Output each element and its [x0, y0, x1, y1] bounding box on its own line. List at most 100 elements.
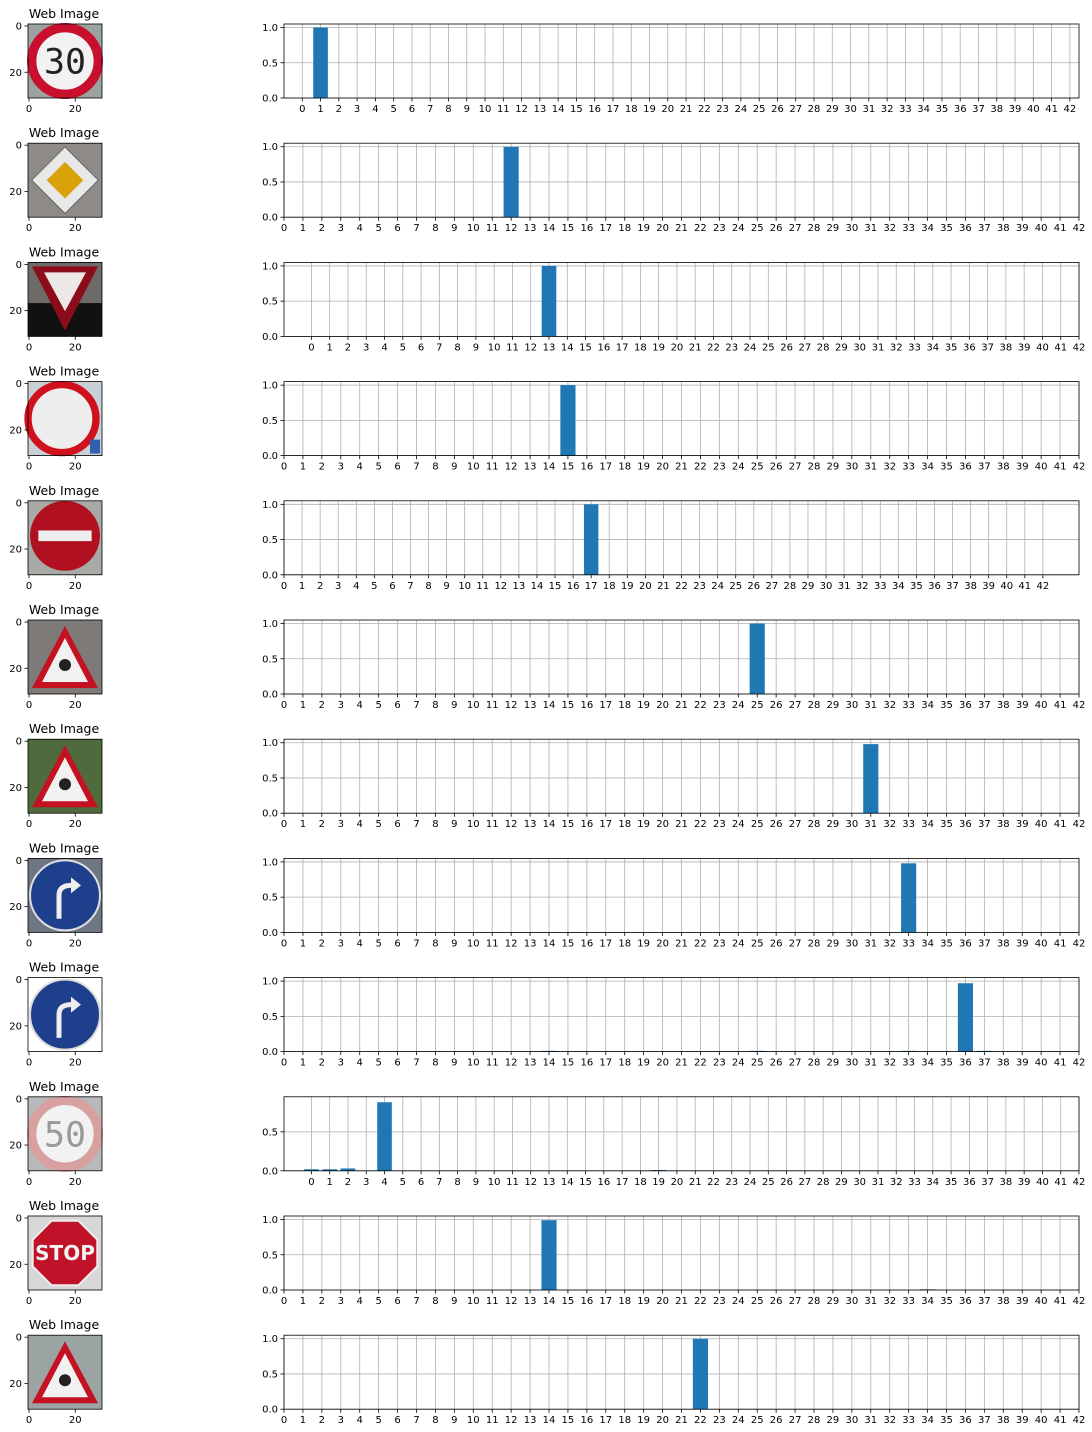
xtick-label: 26	[770, 1058, 783, 1069]
xtick-label: 12	[515, 104, 528, 115]
xtick-label: 24	[732, 1296, 745, 1307]
xtick-label: 25	[729, 581, 742, 592]
sign-ring	[27, 1095, 103, 1172]
xtick-label: 2	[319, 938, 325, 949]
xtick-label: 39	[1016, 938, 1029, 949]
xtick-label: 2	[319, 462, 325, 473]
xtick-label: 23	[725, 1177, 738, 1188]
xtick-label: 28	[808, 223, 821, 234]
xtick-label: 38	[1000, 1177, 1013, 1188]
xtick-label: 27	[789, 819, 802, 830]
xtick-label: 5	[371, 581, 377, 592]
xtick-label: 11	[486, 1415, 499, 1426]
xtick-label: 17	[585, 581, 598, 592]
xtick-label: 25	[762, 342, 775, 353]
xtick-label: 17	[616, 342, 629, 353]
xtick-label: 39	[1016, 462, 1029, 473]
xtick-label: 26	[770, 938, 783, 949]
ytick-label: 1.0	[262, 261, 278, 272]
xtick-label: 8	[432, 1415, 438, 1426]
xtick-label: 38	[997, 1415, 1010, 1426]
image-frame	[27, 23, 103, 99]
xtick-label: 0	[281, 462, 287, 473]
ytick-label: 1.0	[262, 1215, 278, 1226]
xtick-label: 10	[479, 104, 492, 115]
xtick-label: 29	[802, 581, 815, 592]
xtick-label: 42	[1073, 223, 1086, 234]
xtick-label: 9	[451, 1058, 457, 1069]
image-ytick-label: 0	[16, 1333, 22, 1344]
web-image-panel: Web Image STOP 0 20 0 20	[9, 1198, 103, 1307]
ytick-label: 0.0	[262, 1405, 278, 1416]
xtick-label: 30	[845, 1415, 858, 1426]
xtick-label: 33	[902, 1415, 915, 1426]
xtick-label: 0	[281, 700, 287, 711]
xtick-label: 7	[413, 819, 419, 830]
xtick-label: 26	[770, 1296, 783, 1307]
xtick-label: 28	[808, 938, 821, 949]
xtick-label: 4	[357, 1296, 363, 1307]
xtick-label: 38	[997, 938, 1010, 949]
xtick-label: 11	[506, 342, 519, 353]
xtick-label: 23	[713, 223, 726, 234]
web-image-panel: Web Image 0 20 0 20	[9, 364, 103, 473]
sign-number: 30	[44, 43, 86, 83]
xtick-label: 28	[808, 462, 821, 473]
xtick-label: 8	[432, 1296, 438, 1307]
xtick-label: 19	[637, 819, 650, 830]
xtick-label: 22	[694, 1296, 707, 1307]
web-image-title: Web Image	[29, 6, 100, 21]
xtick-label: 35	[940, 938, 953, 949]
xtick-label: 10	[488, 1177, 501, 1188]
xtick-label: 11	[506, 1177, 519, 1188]
xtick-label: 39	[1016, 1296, 1029, 1307]
image-ytick-label: 20	[9, 306, 22, 317]
xtick-label: 42	[1073, 938, 1086, 949]
image-xtick-label: 20	[69, 1296, 82, 1307]
xtick-label: 38	[997, 223, 1010, 234]
xtick-label: 4	[357, 938, 363, 949]
xtick-label: 7	[427, 104, 433, 115]
xtick-label: 31	[838, 581, 851, 592]
prediction-bar-chart: 0 1 2 3 4 5 6 7 8 9 10 11 12 13 14 15 16 17 18 19 20 21 22 23 24…	[262, 500, 1080, 592]
xtick-label: 18	[618, 938, 631, 949]
web-image-title: Web Image	[29, 1198, 100, 1213]
bar-class-22	[692, 1338, 708, 1410]
xtick-label: 0	[281, 223, 287, 234]
xtick-label: 37	[978, 462, 991, 473]
xtick-label: 13	[543, 1177, 556, 1188]
xtick-label: 29	[827, 1296, 840, 1307]
bar-class-13	[541, 265, 557, 337]
ytick-label: 0.0	[262, 570, 278, 581]
xtick-label: 6	[394, 1415, 400, 1426]
xtick-label: 23	[713, 1058, 726, 1069]
image-ytick-label: 20	[9, 187, 22, 198]
xtick-label: 14	[543, 1058, 556, 1069]
xtick-label: 19	[637, 938, 650, 949]
web-image-title: Web Image	[29, 721, 100, 736]
ytick-label: 0.0	[262, 94, 278, 105]
xtick-label: 1	[327, 342, 333, 353]
xtick-label: 41	[1054, 1296, 1067, 1307]
xtick-label: 2	[319, 819, 325, 830]
web-image-panel: Web Image 0 20 0 20	[9, 1317, 103, 1426]
ytick-label: 0.5	[262, 893, 278, 904]
xtick-label: 39	[1016, 700, 1029, 711]
xtick-label: 42	[1073, 342, 1086, 353]
image-ytick-label: 0	[16, 1214, 22, 1225]
image-frame	[27, 977, 103, 1052]
ytick-label: 0.0	[262, 1166, 278, 1177]
web-image-title: Web Image	[29, 1317, 100, 1332]
prediction-bar-chart: 0 1 2 3 4 5 6 7 8 9 10 11 12 13 14 15 16 17 18 19 20 21 22 23 24…	[262, 142, 1085, 234]
xtick-label: 15	[579, 342, 592, 353]
image-xtick-label: 0	[26, 104, 32, 115]
xtick-label: 3	[338, 1296, 344, 1307]
xtick-label: 31	[864, 223, 877, 234]
xtick-label: 5	[400, 1177, 406, 1188]
xtick-label: 5	[400, 342, 406, 353]
xtick-label: 8	[445, 104, 451, 115]
ytick-label: 1.0	[262, 1334, 278, 1345]
xtick-label: 19	[637, 223, 650, 234]
